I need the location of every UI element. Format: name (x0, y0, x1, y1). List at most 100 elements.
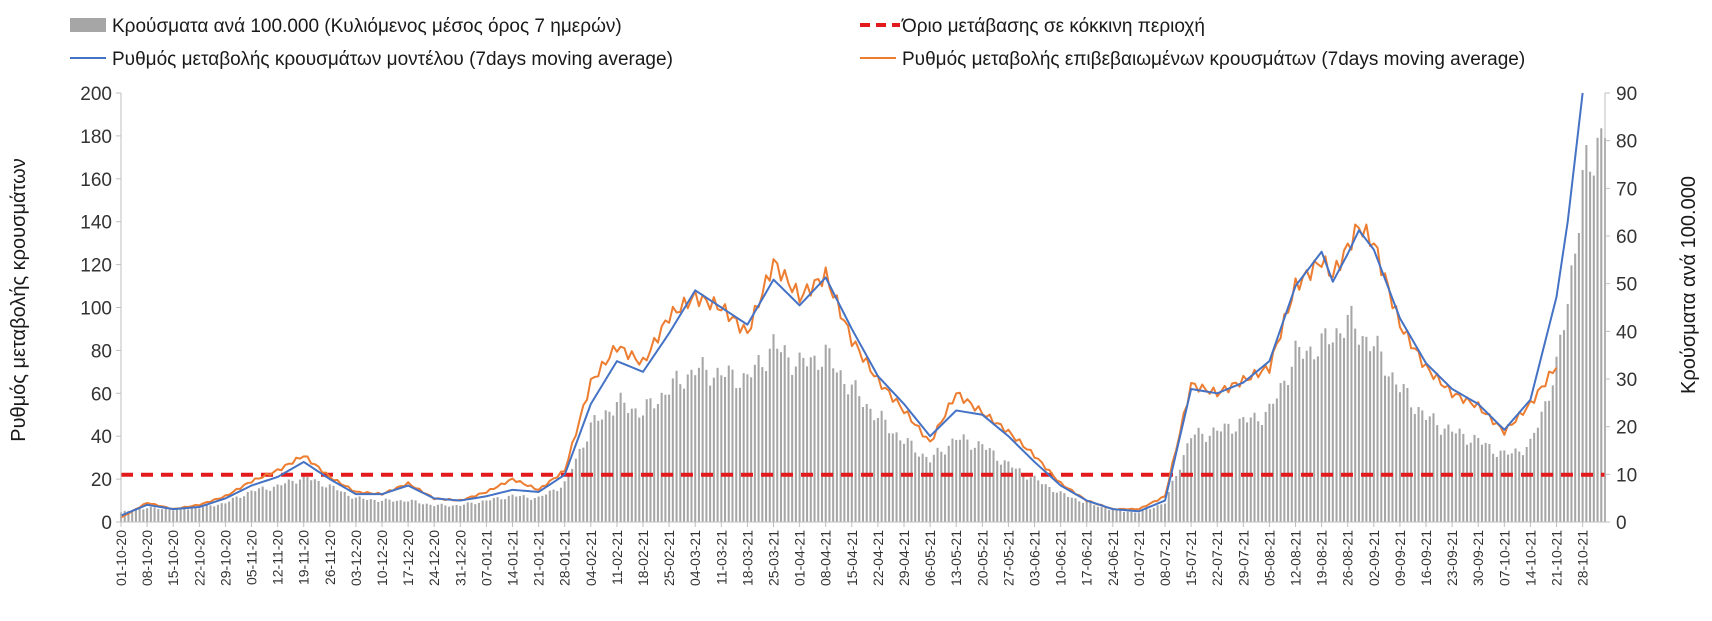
bar (597, 420, 600, 522)
x-tick-label: 02-09-21 (1366, 530, 1382, 586)
bar (466, 502, 469, 522)
bar (526, 497, 529, 522)
bar (828, 348, 831, 522)
bar (328, 484, 331, 522)
x-tick-label: 15-04-21 (844, 530, 860, 586)
x-tick-label: 03-12-20 (348, 530, 364, 586)
bar (917, 456, 920, 522)
x-tick-label: 17-12-20 (400, 530, 416, 586)
bar (1469, 442, 1472, 522)
bar (254, 491, 257, 522)
bar (724, 376, 727, 522)
legend-swatch (70, 18, 106, 32)
bar (783, 345, 786, 522)
bar (1507, 454, 1510, 522)
bar (313, 479, 316, 522)
bar (179, 507, 182, 522)
y-tick-label: 180 (80, 127, 112, 148)
y-tick-label: 0 (101, 513, 112, 534)
confirmed-rate-line (120, 223, 1558, 519)
bar (202, 506, 205, 522)
bar (1525, 447, 1528, 522)
x-tick-label: 18-02-21 (635, 530, 651, 586)
y2-tick-label: 60 (1616, 227, 1637, 248)
bar (1425, 419, 1428, 522)
bar (817, 369, 820, 522)
bar (1570, 265, 1573, 522)
bar (515, 496, 518, 522)
bar (1514, 448, 1517, 522)
bar (765, 371, 768, 522)
bar (131, 510, 134, 522)
y2-tick-label: 10 (1616, 465, 1637, 486)
line-series (120, 92, 1605, 519)
bar (1074, 498, 1077, 522)
bar (567, 473, 570, 522)
bar (477, 502, 480, 522)
x-tick-label: 25-03-21 (766, 530, 782, 586)
bar (1059, 491, 1062, 522)
bar (1294, 340, 1297, 522)
bar (645, 399, 648, 522)
bar (1592, 175, 1595, 522)
bar (537, 496, 540, 522)
x-tick-label: 08-10-20 (139, 530, 155, 586)
x-tick-label: 30-09-21 (1470, 530, 1486, 586)
bar (1081, 502, 1085, 522)
bar (395, 500, 398, 522)
x-tick-label: 15-07-21 (1183, 530, 1199, 586)
bar (884, 419, 887, 522)
bar (492, 497, 495, 522)
bar (429, 504, 432, 522)
bar (1160, 504, 1163, 522)
bar (157, 509, 160, 522)
bar (373, 499, 376, 522)
bar (518, 496, 521, 522)
bar (272, 486, 275, 522)
bar (1137, 512, 1140, 522)
y-axis-title: Ρυθμός μεταβολής κρουσμάτων (8, 158, 30, 442)
bar (1484, 442, 1487, 522)
bar (1033, 475, 1036, 522)
bar (608, 411, 611, 522)
bar (448, 506, 451, 522)
bar (1395, 384, 1398, 522)
bar (1089, 502, 1092, 522)
bar (1096, 506, 1099, 522)
bar (869, 408, 872, 522)
bar (671, 378, 674, 522)
bar (589, 422, 592, 522)
bar (1175, 475, 1178, 522)
bar (1313, 359, 1316, 522)
x-tick-label: 04-02-21 (583, 530, 599, 586)
bar (735, 388, 738, 522)
bar (843, 383, 846, 522)
bar (1111, 509, 1114, 522)
bar (347, 495, 350, 522)
bar (496, 497, 499, 522)
bar (358, 496, 361, 522)
bar (776, 348, 779, 522)
bar (679, 384, 682, 522)
y2-tick-label: 90 (1616, 84, 1637, 105)
bar (880, 410, 883, 522)
bar (243, 496, 246, 522)
bar (653, 408, 656, 522)
bar (463, 504, 466, 522)
bar (813, 355, 816, 522)
bar (190, 508, 193, 522)
bar (1518, 451, 1521, 522)
bar (239, 497, 242, 522)
x-tick-label: 17-06-21 (1079, 530, 1095, 586)
bar (1566, 303, 1569, 522)
bar (433, 506, 436, 522)
y-tick-label: 200 (80, 84, 112, 105)
bar (1462, 433, 1465, 522)
bar (794, 366, 797, 522)
bar (1320, 333, 1323, 522)
y-tick-label: 40 (91, 427, 112, 448)
model-rate-line (120, 92, 1584, 517)
bar (999, 464, 1002, 522)
bar (996, 460, 999, 522)
